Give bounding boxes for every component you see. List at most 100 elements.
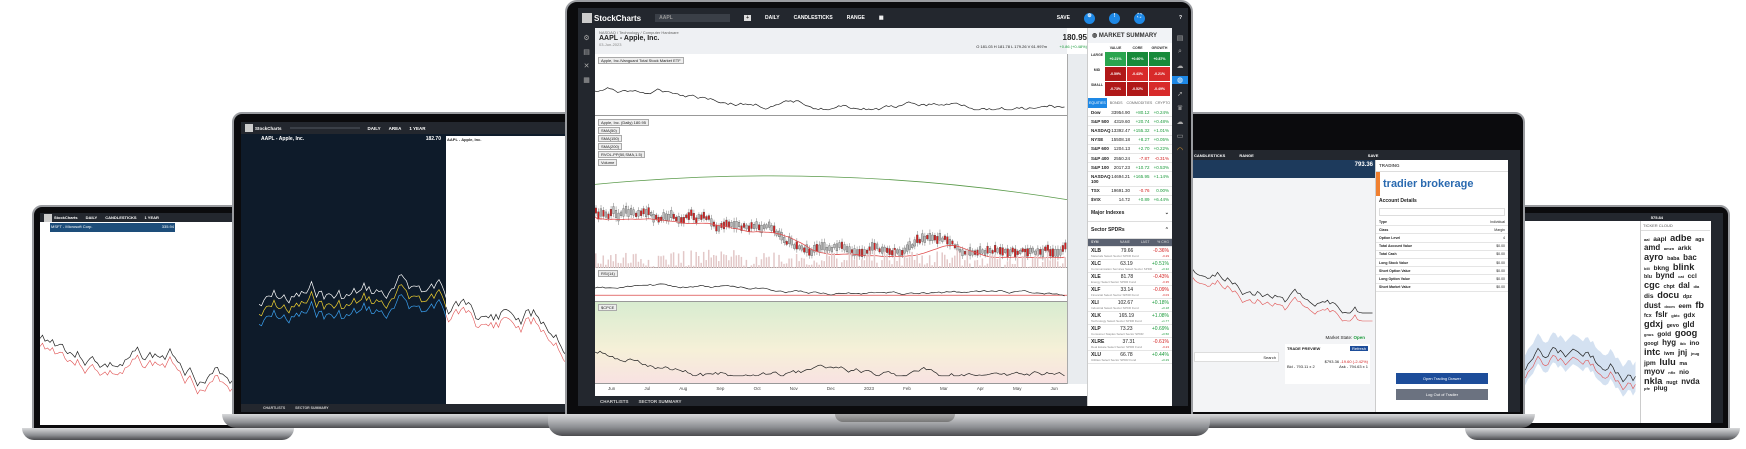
ticker-link[interactable]: nvda xyxy=(1681,376,1700,386)
asset-tab[interactable]: EQUITIES xyxy=(1088,98,1107,108)
help-icon[interactable]: ? xyxy=(1178,15,1182,21)
asset-tab[interactable]: BONDS xyxy=(1109,101,1123,105)
ticker-link[interactable]: googl xyxy=(1644,341,1659,348)
chart-type-dropdown[interactable]: CANDLESTICKS xyxy=(105,215,137,220)
ticker-link[interactable]: bynd xyxy=(1655,271,1675,281)
range-dropdown[interactable]: RANGE xyxy=(1239,152,1254,158)
ticker-link[interactable]: ma xyxy=(1679,360,1688,367)
chart-type-dropdown[interactable]: AREA xyxy=(388,125,402,131)
ticker-link[interactable]: bkng xyxy=(1653,264,1670,272)
rocket-icon[interactable]: ➚ xyxy=(1177,91,1183,98)
range-dropdown[interactable]: 1 YEAR xyxy=(144,215,159,220)
open-trading-drawer-button[interactable]: Open Trading Drawer xyxy=(1395,373,1489,384)
heatmap-cell[interactable]: -0.21% xyxy=(1149,67,1170,81)
period-dropdown[interactable]: DAILY xyxy=(765,15,780,21)
ticker-link[interactable]: ccl xyxy=(1687,273,1697,281)
log-out-button[interactable]: Log Out of Tradier xyxy=(1395,389,1489,400)
alerts-icon[interactable]: ☁ xyxy=(1176,63,1184,70)
refresh-button[interactable]: Refresh xyxy=(1349,346,1368,351)
ticker-link[interactable]: bili xyxy=(1644,265,1650,271)
heatmap-cell[interactable]: -0.59% xyxy=(1105,67,1126,81)
ticker-link[interactable]: gold xyxy=(1657,331,1672,339)
heatmap-cell[interactable]: -0.52% xyxy=(1127,82,1148,96)
ticker-link[interactable]: intc xyxy=(1644,347,1661,358)
ticker-link[interactable]: ags xyxy=(1695,237,1705,243)
index-row[interactable]: TSX 19691.30 -0.76 0.00% xyxy=(1088,187,1172,196)
asset-tab[interactable]: CRYPTO xyxy=(1155,101,1171,105)
fullscreen-icon[interactable]: ⛶ xyxy=(1133,12,1145,24)
sector-row[interactable]: XLU 66.78 +0.44% Utilities Select Sector SP… xyxy=(1088,351,1172,365)
layout-dropdown[interactable]: ▦ xyxy=(878,15,884,21)
ticker-link[interactable]: docu xyxy=(1657,290,1680,300)
ticker-link[interactable]: dpz xyxy=(1682,294,1692,300)
ticker-link[interactable]: blu xyxy=(1644,274,1652,281)
add-button[interactable]: + xyxy=(744,15,752,21)
period-dropdown[interactable]: DAILY xyxy=(367,125,381,131)
sector-spdrs-section[interactable]: Sector SPDRs ⌃ xyxy=(1088,222,1172,239)
index-row[interactable]: NASDAQ 13392.47 +155.32 +1.01% xyxy=(1088,126,1172,136)
ticker-link[interactable]: dal xyxy=(1678,281,1690,291)
period-dropdown[interactable]: DAILY xyxy=(85,215,98,220)
ticker-link[interactable]: bac xyxy=(1683,252,1697,262)
ticker-link[interactable]: gevo xyxy=(1666,322,1679,329)
ticker-link[interactable]: nkla xyxy=(1644,375,1663,386)
ticker-link[interactable]: jpm xyxy=(1644,359,1656,367)
chart-icon[interactable]: ▤ xyxy=(583,49,590,56)
index-row[interactable]: S&P 400 2550.24 -7.87 -0.31% xyxy=(1088,154,1172,164)
ticker-link[interactable]: dia xyxy=(1693,284,1700,290)
chartlist-icon[interactable]: ▤ xyxy=(1176,35,1184,42)
sector-row[interactable]: XLI 102.67 +0.18% Industrial Select Sector … xyxy=(1088,299,1172,313)
clipboard-icon[interactable]: ▭ xyxy=(1176,133,1184,140)
ticker-link[interactable]: dust xyxy=(1644,300,1661,310)
chartlists-tab[interactable]: CHARTLISTS xyxy=(600,398,629,404)
ticker-link[interactable]: jnug xyxy=(1690,351,1700,357)
ticker-link[interactable]: gdx xyxy=(1683,311,1696,319)
settings-icon[interactable]: ⚙ xyxy=(1083,12,1095,24)
sector-row[interactable]: XLE 81.78 -0.43% Energy Select Sector SPDR … xyxy=(1088,273,1172,287)
ticker-link[interactable]: goog xyxy=(1674,328,1698,339)
ticker-link[interactable]: jnj xyxy=(1678,348,1688,358)
ticker-link[interactable]: arkk xyxy=(1677,244,1692,252)
ticker-link[interactable]: fslr xyxy=(1655,309,1668,319)
asset-tab[interactable]: COMMODITIES xyxy=(1126,101,1153,105)
scan-icon[interactable]: ⌕ xyxy=(1178,48,1182,55)
ticker-link[interactable]: lulu xyxy=(1659,356,1676,367)
ticker-link[interactable]: amzn xyxy=(1663,245,1675,251)
ticker-link[interactable]: gdxj xyxy=(1644,318,1663,329)
major-indexes-section[interactable]: Major Indexes ⌄ xyxy=(1088,205,1172,222)
ticker-link[interactable]: aapl xyxy=(1653,236,1667,243)
sector-row[interactable]: XLB 79.66 -0.36% Materials Select Sector SP… xyxy=(1088,247,1172,261)
heatmap-cell[interactable]: -0.43% xyxy=(1127,67,1148,81)
ticker-link[interactable]: hyg xyxy=(1662,338,1677,348)
symbol-search-input[interactable]: AAPL xyxy=(655,14,731,22)
chartlists-tab[interactable]: CHARTLISTS xyxy=(263,406,286,410)
heatmap-cell[interactable]: +0.21% xyxy=(1105,52,1126,66)
ticker-link[interactable]: baba xyxy=(1667,255,1680,262)
ticker-link[interactable]: pfe xyxy=(1644,386,1650,392)
chart-type-dropdown[interactable]: CANDLESTICKS xyxy=(1194,152,1226,158)
table-icon[interactable]: ▦ xyxy=(583,77,590,84)
ticker-link[interactable]: gld xyxy=(1682,319,1695,329)
gauge-icon[interactable]: ◠ xyxy=(1176,147,1184,154)
save-button[interactable]: SAVE xyxy=(1367,152,1379,158)
range-dropdown[interactable]: RANGE xyxy=(846,15,865,21)
index-row[interactable]: S&P 100 2017.23 +10.72 +0.53% xyxy=(1088,163,1172,173)
ticker-link[interactable]: blink xyxy=(1672,261,1695,272)
tools-icon[interactable]: ✕ xyxy=(583,63,590,70)
sector-row[interactable]: XLK 165.19 +1.08% Technology Select Sector … xyxy=(1088,312,1172,326)
index-row[interactable]: Dow 33954.90 +80.12 +0.24% xyxy=(1088,108,1172,118)
sector-row[interactable]: XLP 73.23 +0.69% Consumer Staples Select Se… xyxy=(1088,325,1172,339)
ticker-link[interactable]: eem xyxy=(1678,302,1692,310)
ticker-link[interactable]: nio xyxy=(1679,368,1689,376)
heatmap-cell[interactable]: -0.73% xyxy=(1105,82,1126,96)
chart-type-dropdown[interactable]: CANDLESTICKS xyxy=(793,15,833,21)
index-row[interactable]: NASDAQ 100 14694.21 +165.95 +1.14% xyxy=(1088,172,1172,187)
ticker-link[interactable]: plug xyxy=(1653,385,1668,393)
sector-summary-tab[interactable]: SECTOR SUMMARY xyxy=(638,398,682,404)
search-input[interactable] xyxy=(289,127,360,129)
heatmap-cell[interactable]: +0.60% xyxy=(1127,52,1148,66)
heatmap-cell[interactable]: +0.87% xyxy=(1149,52,1170,66)
index-row[interactable]: S&P 600 1204.13 +2.70 +0.22% xyxy=(1088,145,1172,154)
range-dropdown[interactable]: 1 YEAR xyxy=(409,125,426,131)
ticker-link[interactable]: amd xyxy=(1644,242,1661,252)
